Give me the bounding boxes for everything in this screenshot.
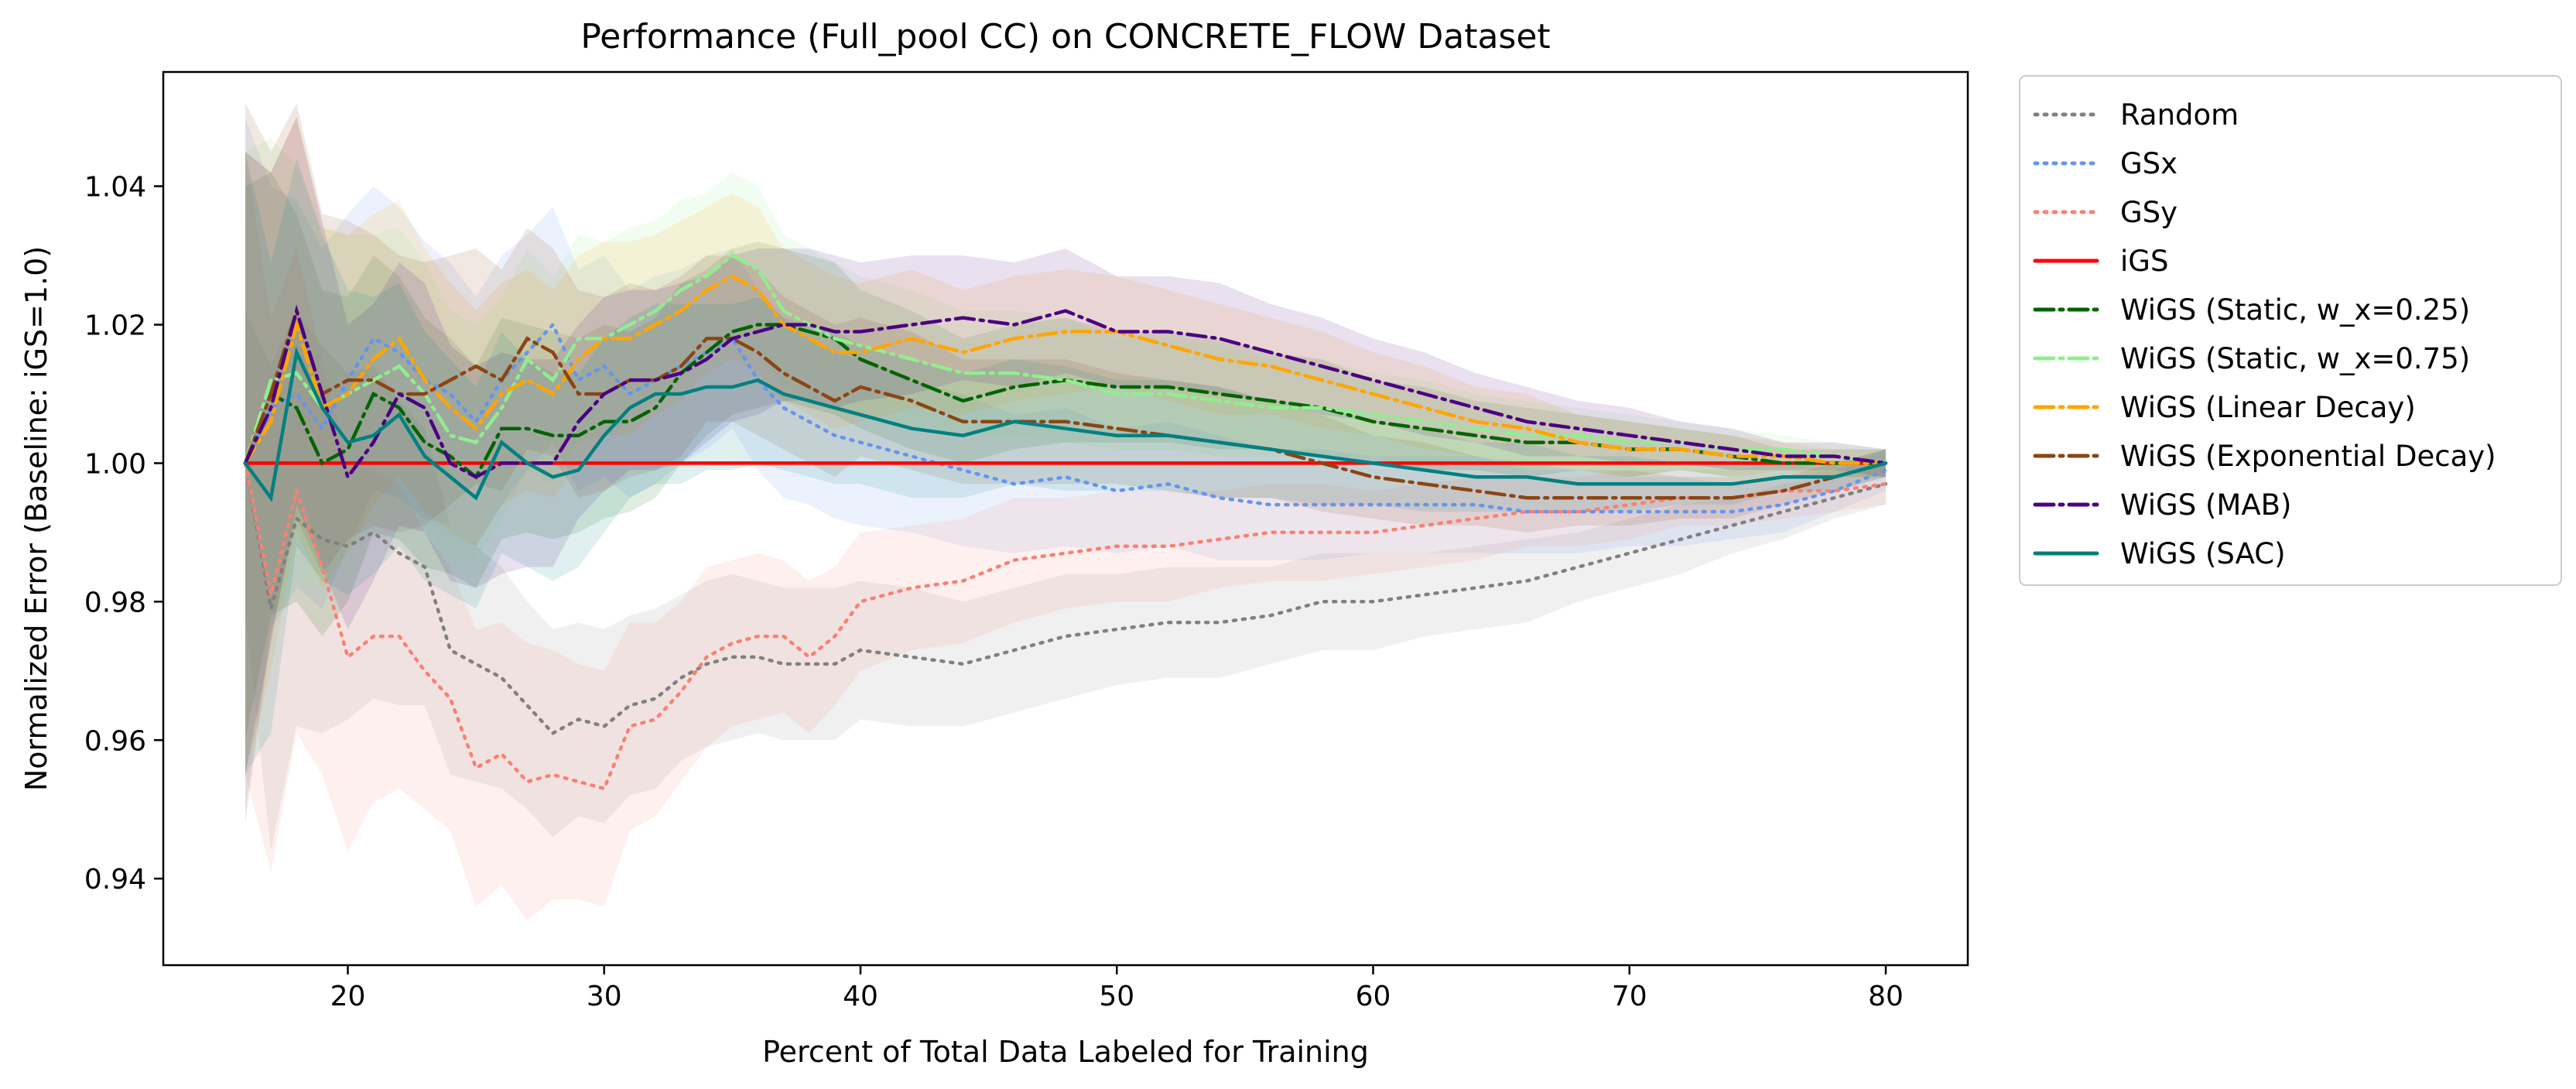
plot-frame	[162, 70, 1969, 967]
legend-label-wigs-static-w-x-0-75: WiGS (Static, w_x=0.75)	[2120, 342, 2470, 375]
y-axis-label: Normalized Error (Baseline: iGS=1.0)	[19, 246, 53, 791]
band-wigs-static-w-x-0-75	[245, 138, 1886, 775]
series-line-gsx	[243, 321, 1888, 514]
series-line-wigs-static-w-x-0-75	[243, 253, 1888, 465]
plot-area	[243, 103, 1888, 920]
y-tick-label: 0.96	[84, 725, 146, 757]
legend-label-gsx: GSx	[2120, 147, 2177, 180]
y-tick-label: 1.00	[84, 448, 146, 480]
legend-label-wigs-linear-decay: WiGS (Linear Decay)	[2120, 391, 2416, 424]
x-tick-label: 20	[330, 981, 366, 1012]
series-line-wigs-exponential-decay	[243, 304, 1888, 500]
band-wigs-mab	[245, 117, 1886, 776]
x-axis-label: Percent of Total Data Labeled for Traini…	[762, 1035, 1369, 1069]
band-wigs-linear-decay	[245, 117, 1886, 776]
band-random	[245, 310, 1886, 851]
series-line-wigs-static-w-x-0-25	[243, 323, 1888, 480]
x-tick-label: 40	[843, 981, 878, 1012]
legend-label-igs: iGS	[2120, 245, 2168, 278]
chart-title: Performance (Full_pool CC) on CONCRETE_F…	[580, 17, 1550, 57]
x-tick-label: 60	[1356, 981, 1391, 1012]
legend-label-wigs-mab: WiGS (MAB)	[2120, 488, 2291, 522]
y-tick-label: 0.94	[84, 864, 146, 896]
x-tick-label: 30	[587, 981, 622, 1012]
y-tick-label: 0.98	[84, 587, 146, 618]
band-gsy	[245, 151, 1886, 920]
band-wigs-static-w-x-0-25	[245, 172, 1886, 741]
series-line-wigs-sac	[243, 346, 1888, 502]
legend: Random GSx GSy iGS WiGS (Static, w_x=0.25) Wi…	[2019, 75, 2562, 586]
legend-label-wigs-sac: WiGS (SAC)	[2120, 537, 2286, 570]
series-line-wigs-mab	[243, 304, 1888, 481]
x-tick-label: 50	[1099, 981, 1134, 1012]
legend-label-random: Random	[2120, 98, 2239, 132]
legend-box	[2019, 75, 2562, 586]
legend-label-wigs-exponential-decay: WiGS (Exponential Decay)	[2120, 440, 2496, 473]
legend-label-gsy: GSy	[2120, 196, 2177, 229]
y-tick-label: 1.04	[84, 172, 146, 204]
legend-label-wigs-static-w-x-0-25: WiGS (Static, w_x=0.25)	[2120, 293, 2470, 327]
y-tick-label: 1.02	[84, 310, 146, 342]
series-line-random	[243, 461, 1888, 736]
series-line-gsy	[243, 461, 1888, 791]
x-tick-label: 80	[1868, 981, 1904, 1012]
x-tick-label: 70	[1612, 981, 1647, 1012]
